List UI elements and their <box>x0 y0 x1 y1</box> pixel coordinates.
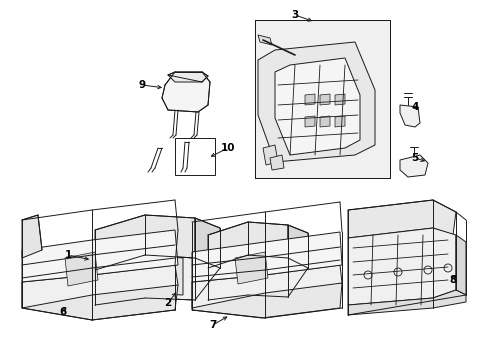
Polygon shape <box>319 94 329 105</box>
Polygon shape <box>258 42 374 162</box>
Polygon shape <box>22 215 42 258</box>
Polygon shape <box>334 116 345 127</box>
Polygon shape <box>95 215 195 270</box>
Polygon shape <box>162 72 209 112</box>
Polygon shape <box>22 265 178 308</box>
Polygon shape <box>192 265 341 308</box>
Polygon shape <box>168 72 207 82</box>
Polygon shape <box>22 275 178 320</box>
Polygon shape <box>235 252 267 284</box>
Text: 10: 10 <box>220 143 235 153</box>
Text: 1: 1 <box>64 250 71 260</box>
Polygon shape <box>195 218 220 268</box>
Polygon shape <box>258 35 271 45</box>
Polygon shape <box>192 232 341 282</box>
Polygon shape <box>347 228 455 305</box>
Text: 2: 2 <box>164 298 171 308</box>
Text: 5: 5 <box>410 153 418 163</box>
Polygon shape <box>334 94 345 105</box>
Polygon shape <box>269 155 284 170</box>
Polygon shape <box>22 230 178 282</box>
Polygon shape <box>399 155 427 177</box>
Polygon shape <box>95 255 195 305</box>
Polygon shape <box>207 222 287 268</box>
Polygon shape <box>207 255 287 300</box>
Polygon shape <box>347 200 455 238</box>
Text: 7: 7 <box>209 320 216 330</box>
Polygon shape <box>305 116 314 127</box>
Polygon shape <box>319 116 329 127</box>
Polygon shape <box>65 252 98 286</box>
Polygon shape <box>263 145 278 165</box>
Text: 8: 8 <box>448 275 456 285</box>
Text: 3: 3 <box>291 10 298 20</box>
Polygon shape <box>399 105 419 127</box>
Text: 6: 6 <box>59 307 66 317</box>
Polygon shape <box>108 255 183 298</box>
Polygon shape <box>220 255 278 295</box>
Polygon shape <box>287 225 307 268</box>
Polygon shape <box>274 58 359 155</box>
Polygon shape <box>254 20 389 178</box>
Polygon shape <box>192 275 341 318</box>
Polygon shape <box>455 235 465 295</box>
Text: 4: 4 <box>410 102 418 112</box>
Text: 9: 9 <box>138 80 145 90</box>
Polygon shape <box>305 94 314 105</box>
Polygon shape <box>347 290 465 315</box>
